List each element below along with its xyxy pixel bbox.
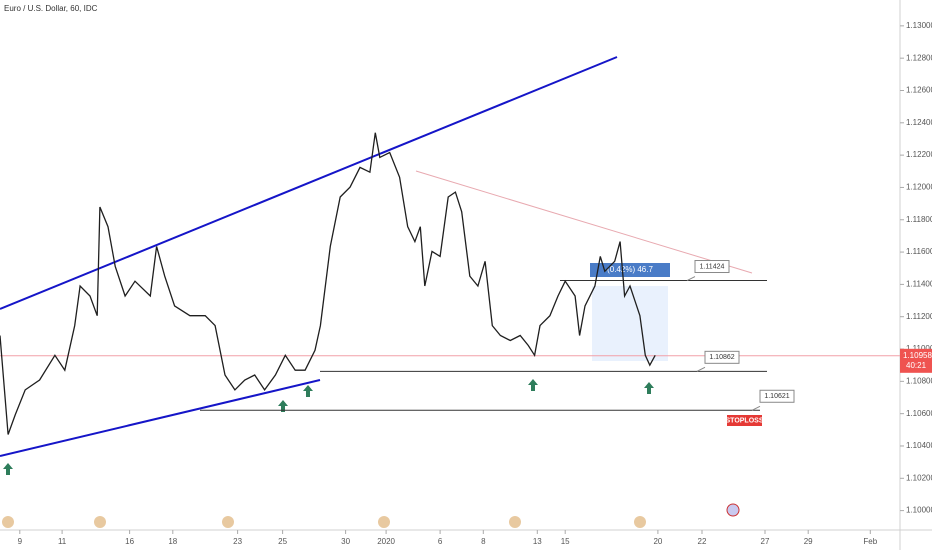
y-tick-label: 1.12200 bbox=[906, 150, 932, 159]
y-tick-label: 1.12000 bbox=[906, 183, 932, 192]
trendline-resistance bbox=[415, 170, 753, 274]
level-label-box bbox=[704, 350, 740, 364]
x-tick-label: 2020 bbox=[377, 537, 395, 546]
level-label: 1.10862 bbox=[709, 354, 734, 361]
trendline-lower bbox=[0, 379, 321, 457]
arrows bbox=[3, 379, 654, 475]
x-tick-label: 18 bbox=[168, 537, 177, 546]
level-label-box bbox=[759, 389, 795, 403]
price-line bbox=[0, 132, 656, 435]
stoploss-label: STOPLOSS bbox=[726, 417, 764, 424]
arrow bbox=[644, 382, 654, 394]
arrow bbox=[528, 379, 538, 391]
x-tick-label: 11 bbox=[58, 537, 67, 546]
event-icon bbox=[94, 516, 106, 528]
y-tick-label: 1.10000 bbox=[906, 506, 932, 515]
arrow bbox=[278, 400, 288, 412]
x-tick-label: 9 bbox=[18, 537, 23, 546]
event-icon bbox=[634, 516, 646, 528]
y-tick-label: 1.10200 bbox=[906, 473, 932, 482]
y-tick-label: 1.10400 bbox=[906, 441, 932, 450]
chart-title: Euro / U.S. Dollar, 60, IDC bbox=[4, 4, 98, 13]
arrow bbox=[3, 463, 13, 475]
y-tick-label: 1.12400 bbox=[906, 118, 932, 127]
x-tick-label: 20 bbox=[653, 537, 662, 546]
level-label-box bbox=[694, 260, 730, 274]
y-tick-label: 1.12800 bbox=[906, 53, 932, 62]
level-connector bbox=[686, 276, 696, 281]
measure-label: (0.42%) 46.7 bbox=[607, 265, 653, 274]
x-tick-label: 25 bbox=[278, 537, 287, 546]
measure-box bbox=[592, 286, 668, 361]
level-connector bbox=[751, 405, 761, 411]
x-tick-label: 23 bbox=[233, 537, 242, 546]
event-icon bbox=[509, 516, 521, 528]
arrow bbox=[303, 385, 313, 397]
y-tick-label: 1.11200 bbox=[906, 312, 932, 321]
event-icons bbox=[2, 503, 740, 528]
level-connector bbox=[696, 366, 706, 372]
x-tick-label: 13 bbox=[533, 537, 542, 546]
x-tick-label: 6 bbox=[438, 537, 443, 546]
y-tick-label: 1.13000 bbox=[906, 21, 932, 30]
x-tick-label: 22 bbox=[698, 537, 707, 546]
stoploss-box bbox=[727, 415, 762, 426]
countdown-label: 40:21 bbox=[906, 361, 927, 370]
x-tick-label: 29 bbox=[804, 537, 813, 546]
event-icon bbox=[378, 516, 390, 528]
y-tick-label: 1.12600 bbox=[906, 86, 932, 95]
y-tick-label: 1.11600 bbox=[906, 247, 932, 256]
y-tick-label: 1.10800 bbox=[906, 376, 932, 385]
y-tick-label: 1.11000 bbox=[906, 344, 932, 353]
x-tick-label: 27 bbox=[761, 537, 770, 546]
x-tick-label: 8 bbox=[481, 537, 486, 546]
event-icon bbox=[726, 503, 740, 517]
y-tick-label: 1.11800 bbox=[906, 215, 932, 224]
x-tick-label: 16 bbox=[125, 537, 134, 546]
event-icon bbox=[2, 516, 14, 528]
y-tick-label: 1.10600 bbox=[906, 409, 932, 418]
x-tick-label: 15 bbox=[561, 537, 570, 546]
trendline-upper bbox=[0, 56, 618, 310]
level-label: 1.10621 bbox=[764, 393, 789, 400]
level-label: 1.11424 bbox=[700, 263, 725, 270]
current-price-label: 1.10958 bbox=[903, 351, 932, 360]
y-tick-label: 1.11400 bbox=[906, 279, 932, 288]
event-icon bbox=[222, 516, 234, 528]
current-price-tag bbox=[900, 348, 932, 373]
x-tick-label: Feb bbox=[863, 537, 877, 546]
x-tick-label: 30 bbox=[341, 537, 350, 546]
